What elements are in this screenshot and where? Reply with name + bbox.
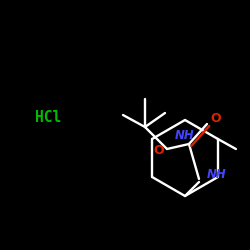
Text: HCl: HCl (35, 110, 61, 126)
Text: O: O (210, 112, 221, 126)
Text: NH: NH (207, 168, 227, 180)
Text: NH: NH (175, 129, 195, 142)
Text: O: O (154, 144, 164, 158)
